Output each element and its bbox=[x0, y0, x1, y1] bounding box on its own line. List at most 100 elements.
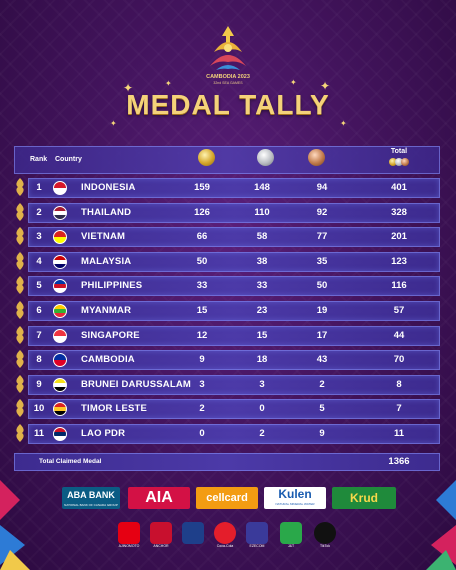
total-row: Total Claimed Medal 1366 bbox=[14, 453, 440, 471]
rank-cell: 1 bbox=[36, 182, 42, 193]
sponsor-aba-bank: ABA BANK NATIONAL BANK OF CANADA GROUP bbox=[62, 487, 120, 509]
rank-cell: 5 bbox=[36, 280, 42, 291]
bronze-cell: 5 bbox=[319, 403, 325, 414]
header-rank: Rank bbox=[30, 156, 48, 163]
bronze-medal-icon bbox=[401, 158, 409, 166]
gold-medal-icon bbox=[198, 149, 215, 166]
row-ornament-icon bbox=[14, 301, 26, 319]
bronze-cell: 94 bbox=[316, 182, 328, 193]
row-ornament-icon bbox=[14, 203, 26, 221]
sparkle-icon: ✦ bbox=[123, 81, 134, 95]
table-row: 2 THAILAND 126 110 92 328 bbox=[28, 203, 440, 223]
sparkle-icon: ✦ bbox=[340, 119, 347, 128]
bronze-cell: 2 bbox=[319, 379, 325, 390]
gold-cell: 50 bbox=[196, 256, 208, 267]
rank-cell: 10 bbox=[33, 403, 45, 414]
table-row: 9 BRUNEI DARUSSALAM 3 3 2 8 bbox=[28, 375, 440, 395]
row-ornament-icon bbox=[14, 375, 26, 393]
country-cell: BRUNEI DARUSSALAM bbox=[81, 379, 192, 390]
corner-decoration-left bbox=[0, 480, 30, 570]
table-row: 7 SINGAPORE 12 15 17 44 bbox=[28, 326, 440, 346]
table-row: 6 MYANMAR 15 23 19 57 bbox=[28, 301, 440, 321]
rank-cell: 4 bbox=[36, 256, 42, 267]
country-flag-icon bbox=[53, 427, 67, 441]
bronze-cell: 43 bbox=[316, 354, 328, 365]
corner-decoration-right bbox=[426, 480, 456, 570]
country-flag-icon bbox=[53, 378, 67, 392]
country-cell: INDONESIA bbox=[81, 182, 136, 193]
gold-medal-icon bbox=[389, 158, 397, 166]
total-cell: 116 bbox=[391, 280, 407, 291]
sponsor-kulen-sub: NATURAL MINERAL WATER bbox=[275, 502, 315, 506]
silver-cell: 33 bbox=[256, 280, 268, 291]
country-flag-icon bbox=[53, 206, 67, 220]
country-flag-icon bbox=[53, 279, 67, 293]
silver-medal-icon bbox=[395, 158, 403, 166]
sponsor-jt-logo bbox=[280, 522, 302, 544]
gold-cell: 3 bbox=[199, 379, 205, 390]
silver-cell: 38 bbox=[256, 256, 268, 267]
rank-cell: 3 bbox=[36, 231, 42, 242]
total-cell: 7 bbox=[396, 403, 402, 414]
sparkle-icon: ✦ bbox=[110, 119, 117, 128]
sponsor-jt-label: J&T bbox=[287, 544, 295, 548]
bronze-cell: 19 bbox=[316, 305, 328, 316]
bronze-cell: 35 bbox=[316, 256, 328, 267]
silver-cell: 3 bbox=[259, 379, 265, 390]
gold-cell: 9 bbox=[199, 354, 205, 365]
silver-cell: 18 bbox=[256, 354, 268, 365]
sponsor-tiktok-logo bbox=[314, 522, 336, 544]
country-flag-icon bbox=[53, 353, 67, 367]
total-cell: 201 bbox=[391, 231, 407, 242]
country-flag-icon bbox=[53, 402, 67, 416]
rank-cell: 9 bbox=[36, 379, 42, 390]
silver-cell: 15 bbox=[256, 330, 268, 341]
country-cell: CAMBODIA bbox=[81, 354, 135, 365]
sparkle-icon: ✦ bbox=[320, 79, 331, 93]
country-cell: THAILAND bbox=[81, 207, 132, 218]
gold-cell: 33 bbox=[196, 280, 208, 291]
sponsor-aba-sub: NATIONAL BANK OF CANADA GROUP bbox=[64, 503, 118, 507]
sponsor-tiktok-label: TikTok bbox=[320, 544, 330, 548]
gold-cell: 159 bbox=[194, 182, 210, 193]
country-flag-icon bbox=[53, 304, 67, 318]
rank-cell: 2 bbox=[36, 207, 42, 218]
total-cell: 57 bbox=[393, 305, 405, 316]
total-value: 1366 bbox=[388, 456, 410, 467]
table-row: 4 MALAYSIA 50 38 35 123 bbox=[28, 252, 440, 272]
country-cell: VIETNAM bbox=[81, 231, 126, 242]
sponsor-logo bbox=[182, 522, 204, 544]
gold-cell: 126 bbox=[194, 207, 210, 218]
silver-cell: 148 bbox=[254, 182, 270, 193]
silver-cell: 110 bbox=[254, 207, 270, 218]
rank-cell: 11 bbox=[33, 428, 45, 439]
row-ornament-icon bbox=[14, 424, 26, 442]
total-cell: 70 bbox=[393, 354, 405, 365]
sparkle-icon: ✦ bbox=[290, 78, 297, 87]
row-ornament-icon bbox=[14, 178, 26, 196]
sea-games-logo bbox=[210, 26, 246, 70]
row-ornament-icon bbox=[14, 326, 26, 344]
sponsor-coca-cola-logo bbox=[214, 522, 236, 544]
rank-cell: 8 bbox=[36, 354, 42, 365]
country-flag-icon bbox=[53, 230, 67, 244]
total-cell: 44 bbox=[393, 330, 405, 341]
row-ornament-icon bbox=[14, 252, 26, 270]
silver-medal-icon bbox=[257, 149, 274, 166]
silver-cell: 0 bbox=[259, 403, 265, 414]
silver-cell: 23 bbox=[256, 305, 268, 316]
bronze-cell: 77 bbox=[316, 231, 328, 242]
country-cell: PHILIPPINES bbox=[81, 280, 143, 291]
gold-cell: 15 bbox=[196, 305, 208, 316]
total-cell: 123 bbox=[391, 256, 407, 267]
table-row: 1 INDONESIA 159 148 94 401 bbox=[28, 178, 440, 198]
country-flag-icon bbox=[53, 181, 67, 195]
bronze-cell: 9 bbox=[319, 428, 325, 439]
gold-cell: 12 bbox=[196, 330, 208, 341]
table-row: 8 CAMBODIA 9 18 43 70 bbox=[28, 350, 440, 370]
rank-cell: 6 bbox=[36, 305, 42, 316]
country-cell: LAO PDR bbox=[81, 428, 126, 439]
total-label: Total Claimed Medal bbox=[39, 458, 102, 465]
sponsor-kulen-name: Kulen bbox=[278, 487, 312, 501]
page-title: MEDAL TALLY bbox=[126, 89, 330, 120]
